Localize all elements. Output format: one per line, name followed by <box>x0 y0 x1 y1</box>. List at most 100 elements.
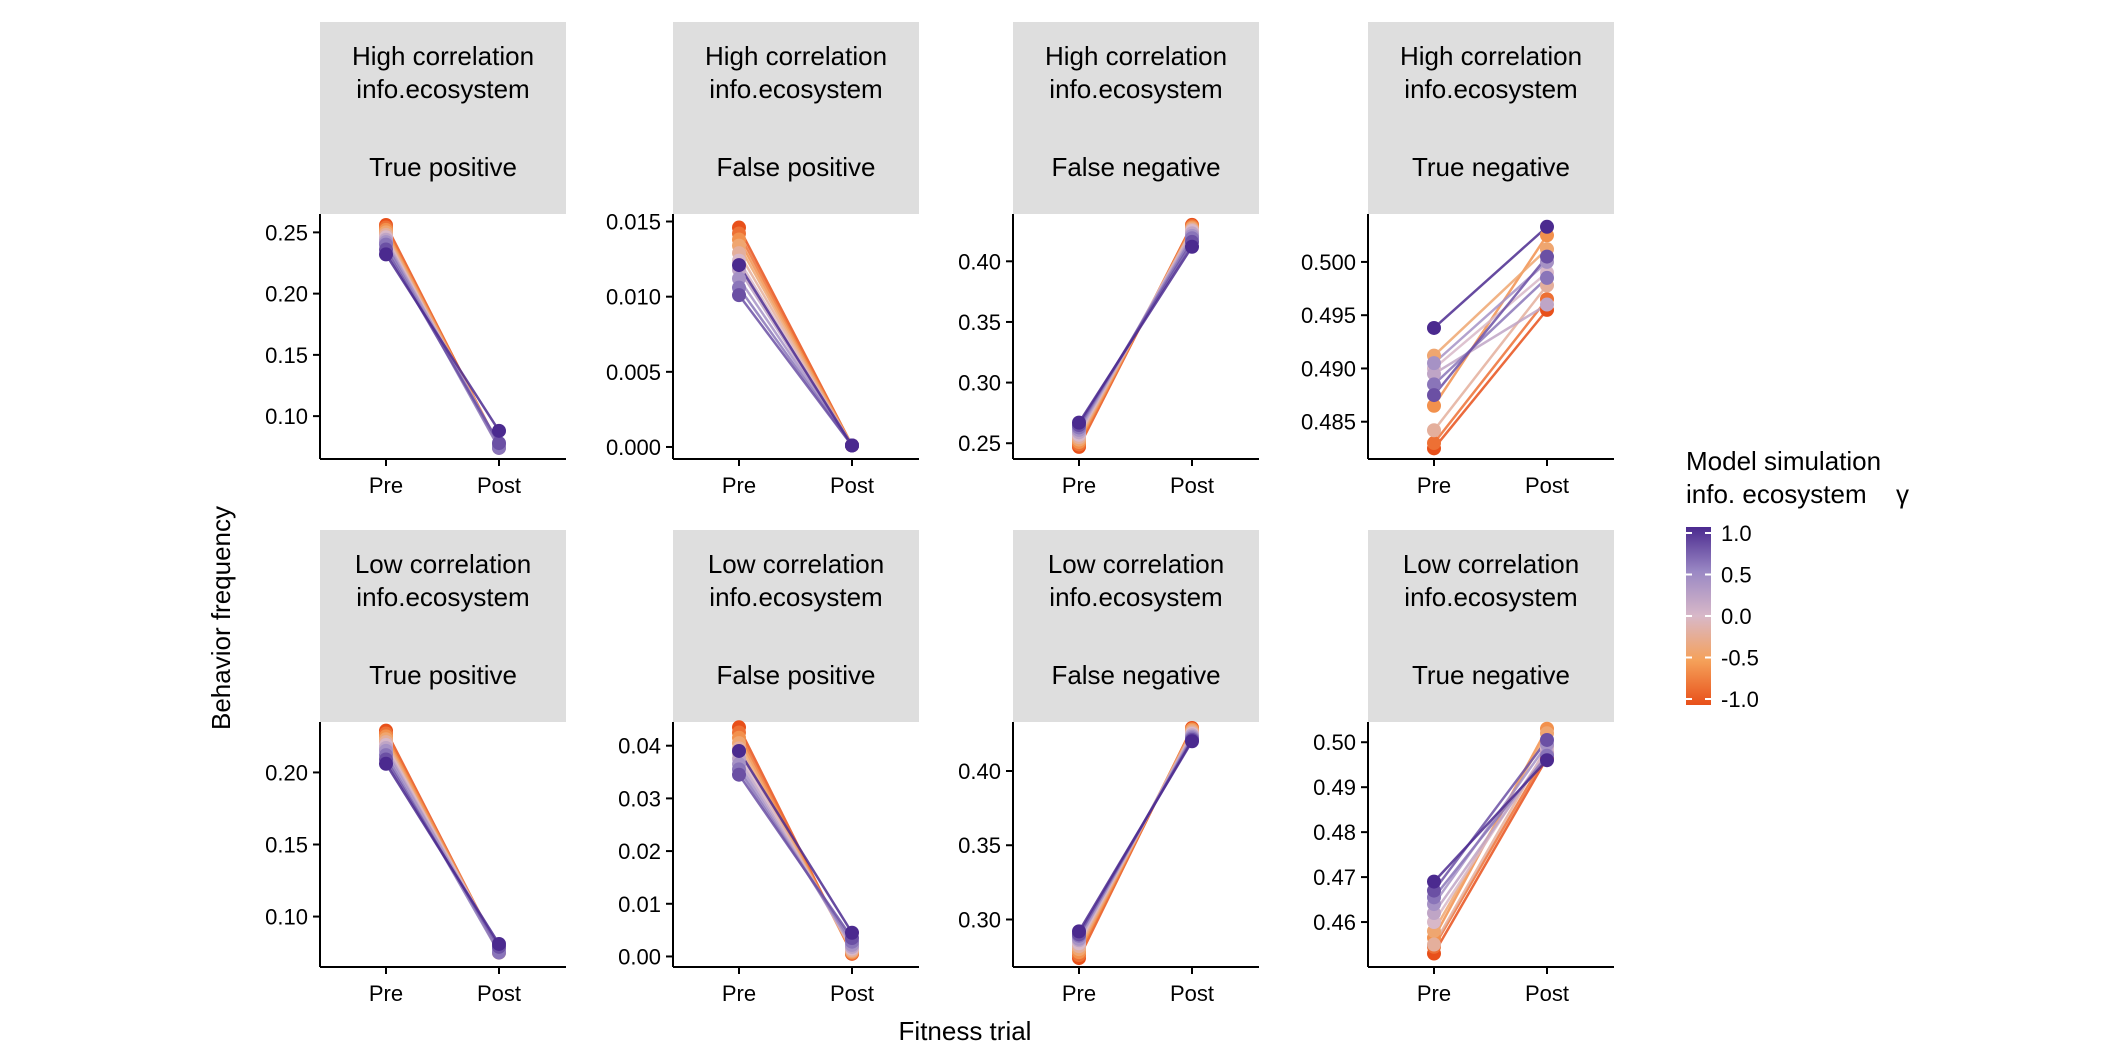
y-tick-label: 0.40 <box>958 759 1001 784</box>
x-axis-title: Fitness trial <box>899 1016 1032 1046</box>
data-point <box>1427 366 1441 381</box>
x-tick-label: Pre <box>722 473 756 498</box>
data-point <box>1540 219 1554 234</box>
facet-strip <box>673 22 919 214</box>
facet-strip-label: Low correlation <box>1048 549 1224 579</box>
facet-strip-label: info.ecosystem <box>356 74 529 104</box>
y-tick-label: 0.50 <box>1313 730 1356 755</box>
y-tick-label: 0.30 <box>958 907 1001 932</box>
x-tick-label: Post <box>477 473 521 498</box>
data-point <box>1427 398 1441 413</box>
y-tick-label: 0.000 <box>606 435 661 460</box>
facet-strip-label: info.ecosystem <box>1049 582 1222 612</box>
x-tick-label: Pre <box>1062 473 1096 498</box>
series-line <box>1432 752 1549 948</box>
data-point <box>845 925 859 940</box>
data-point <box>1427 436 1441 451</box>
data-point <box>1540 753 1554 768</box>
x-tick-label: Post <box>830 981 874 1006</box>
x-tick-label: Pre <box>722 981 756 1006</box>
facet-strip-label: True negative <box>1412 660 1570 690</box>
y-tick-label: 0.46 <box>1313 910 1356 935</box>
x-tick-label: Pre <box>1417 473 1451 498</box>
data-point <box>1540 249 1554 264</box>
series-line <box>1433 255 1548 396</box>
y-tick-label: 0.10 <box>265 905 308 930</box>
legend-tick-label: -0.5 <box>1721 646 1759 671</box>
facet-strip <box>1013 530 1259 722</box>
facet-strip-label: False negative <box>1051 152 1220 182</box>
facet-strip-label: High correlation <box>705 41 887 71</box>
facet-strip-label: info.ecosystem <box>709 74 882 104</box>
y-tick-label: 0.48 <box>1313 820 1356 845</box>
legend-tick-label: -1.0 <box>1721 687 1759 712</box>
y-tick-label: 0.015 <box>606 210 661 235</box>
y-tick-label: 0.15 <box>265 343 308 368</box>
x-tick-label: Post <box>1525 981 1569 1006</box>
series-line <box>1432 748 1549 923</box>
facet-strip-label: info.ecosystem <box>709 582 882 612</box>
data-point <box>379 756 393 771</box>
facet-strip-label: False positive <box>717 152 876 182</box>
data-point <box>1072 415 1086 430</box>
y-tick-label: 0.005 <box>606 360 661 385</box>
x-tick-label: Pre <box>1417 981 1451 1006</box>
y-tick-label: 0.00 <box>618 944 661 969</box>
series-line <box>1433 277 1548 386</box>
y-tick-label: 0.490 <box>1301 356 1356 381</box>
facet-strip-label: High correlation <box>352 41 534 71</box>
series-line <box>1432 743 1549 905</box>
y-axis-title: Behavior frequency <box>206 506 236 730</box>
y-tick-label: 0.04 <box>618 734 661 759</box>
data-point <box>1427 937 1441 952</box>
series-line <box>737 750 854 934</box>
legend-title-line2: info. ecosystem <box>1686 479 1867 509</box>
series-line <box>1433 303 1548 375</box>
series-line <box>737 773 854 939</box>
facet-strip-label: True positive <box>369 660 517 690</box>
y-tick-label: 0.495 <box>1301 303 1356 328</box>
series-line <box>1433 309 1548 450</box>
legend-ticks: 1.0 0.5 0.0 -0.5 -1.0 <box>1686 521 1759 712</box>
y-tick-label: 0.02 <box>618 839 661 864</box>
data-point <box>1185 239 1199 254</box>
y-tick-label: 0.20 <box>265 282 308 307</box>
x-tick-label: Pre <box>369 473 403 498</box>
series-line <box>384 248 501 444</box>
y-tick-label: 0.10 <box>265 404 308 429</box>
y-tick-label: 0.485 <box>1301 410 1356 435</box>
y-tick-label: 0.35 <box>958 833 1001 858</box>
y-tick-label: 0.49 <box>1313 775 1356 800</box>
data-point <box>1427 388 1441 403</box>
facet-strip-label: Low correlation <box>708 549 884 579</box>
legend-tick-label: 0.5 <box>1721 563 1752 588</box>
x-tick-label: Post <box>1170 473 1214 498</box>
series-line <box>1433 284 1548 432</box>
data-point <box>492 936 506 951</box>
series-line <box>738 294 853 447</box>
x-tick-label: Post <box>477 981 521 1006</box>
x-tick-label: Pre <box>1062 981 1096 1006</box>
data-point <box>732 258 746 273</box>
data-point <box>1540 270 1554 285</box>
y-tick-label: 0.30 <box>958 371 1001 396</box>
facet-strip <box>320 22 566 214</box>
facet-strip-label: True negative <box>1412 152 1570 182</box>
series-line <box>1433 271 1548 370</box>
y-tick-label: 0.500 <box>1301 250 1356 275</box>
y-tick-label: 0.15 <box>265 833 308 858</box>
series-line <box>1077 246 1194 424</box>
facet-strip-label: Low correlation <box>1403 549 1579 579</box>
data-point <box>492 436 506 451</box>
data-point <box>1185 734 1199 749</box>
y-tick-label: 0.47 <box>1313 865 1356 890</box>
facet-strip-label: False negative <box>1051 660 1220 690</box>
